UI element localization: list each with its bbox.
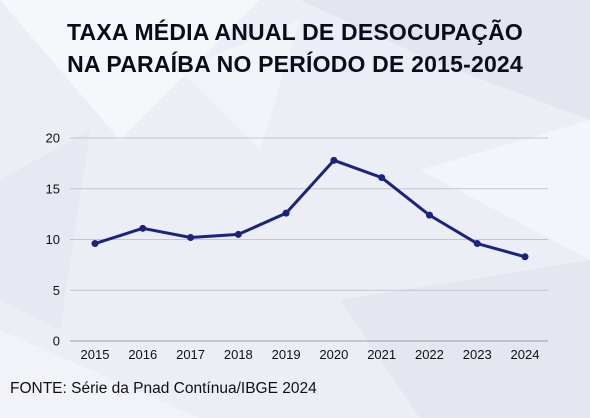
x-tick-label: 2016 bbox=[128, 347, 157, 362]
data-point-2019 bbox=[282, 209, 290, 217]
y-tick-label: 15 bbox=[46, 181, 60, 196]
data-point-2021 bbox=[378, 174, 386, 182]
y-tick-label: 10 bbox=[46, 232, 60, 247]
data-point-2024 bbox=[521, 253, 529, 261]
data-point-2020 bbox=[330, 156, 338, 164]
x-tick-label: 2015 bbox=[81, 347, 110, 362]
data-point-2018 bbox=[234, 230, 242, 238]
x-tick-label: 2023 bbox=[463, 347, 492, 362]
chart-title: TAXA MÉDIA ANUAL DE DESOCUPAÇÃO NA PARAÍ… bbox=[0, 16, 590, 80]
x-tick-label: 2017 bbox=[176, 347, 205, 362]
y-tick-label: 0 bbox=[53, 334, 60, 349]
source-note: FONTE: Série da Pnad Contínua/IBGE 2024 bbox=[10, 380, 317, 397]
y-tick-label: 5 bbox=[53, 283, 60, 298]
x-tick-label: 2024 bbox=[511, 347, 540, 362]
y-tick-label: 20 bbox=[46, 131, 60, 146]
data-point-2016 bbox=[139, 224, 147, 232]
x-tick-label: 2021 bbox=[367, 347, 396, 362]
series-line bbox=[93, 158, 527, 259]
x-tick-label: 2020 bbox=[319, 347, 348, 362]
x-tick-label: 2022 bbox=[415, 347, 444, 362]
data-point-2017 bbox=[187, 233, 195, 241]
data-point-2015 bbox=[91, 240, 99, 248]
data-point-2022 bbox=[425, 211, 433, 219]
chart-title-line-2: NA PARAÍBA NO PERÍODO DE 2015-2024 bbox=[67, 51, 523, 77]
x-tick-label: 2018 bbox=[224, 347, 253, 362]
data-point-2023 bbox=[473, 240, 481, 248]
chart-title-line-1: TAXA MÉDIA ANUAL DE DESOCUPAÇÃO bbox=[67, 19, 523, 45]
x-tick-label: 2019 bbox=[272, 347, 301, 362]
